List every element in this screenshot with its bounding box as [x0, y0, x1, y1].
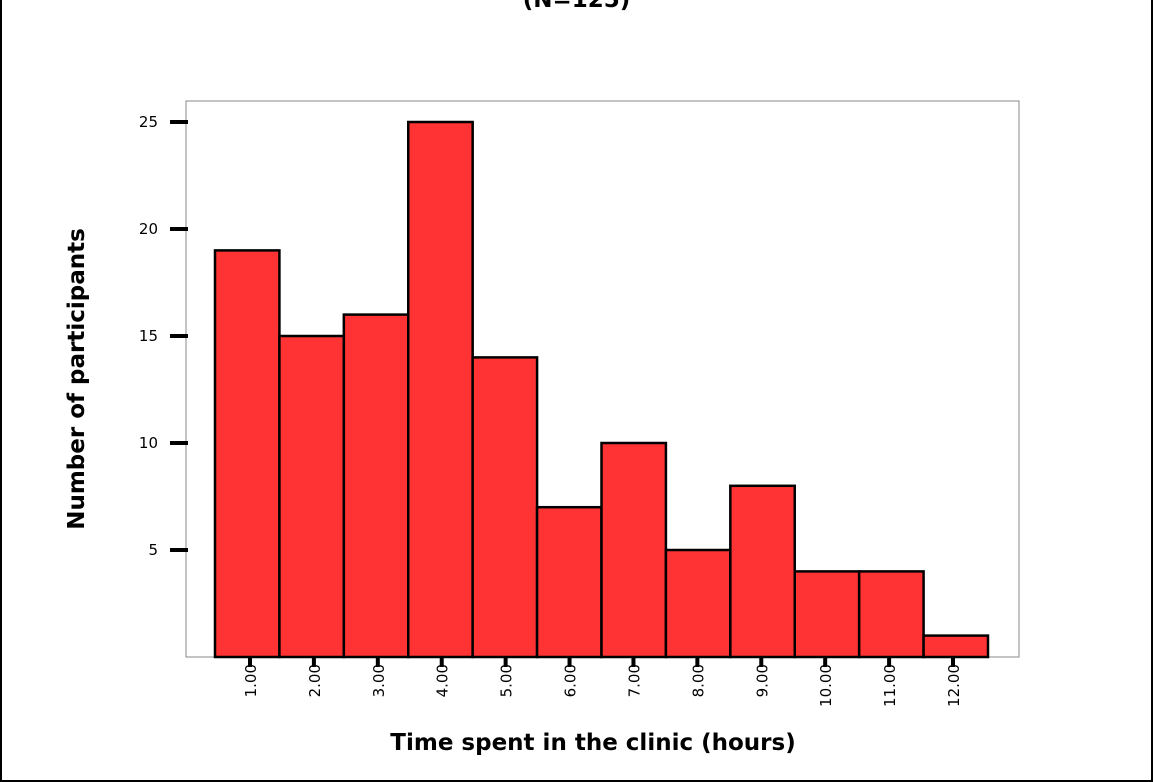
x-tick-label: 12.00	[945, 664, 963, 707]
x-tick-label: 2.00	[306, 664, 324, 697]
y-axis-title: Number of participants	[64, 228, 90, 530]
bar-5.00	[471, 356, 539, 659]
y-tick-label: 25	[139, 113, 158, 131]
chart-title: (N=125)	[522, 0, 631, 13]
bar-1.00	[213, 249, 281, 659]
bar-4.00	[407, 120, 474, 659]
x-tick-label: 11.00	[881, 664, 899, 707]
x-tick-label: 4.00	[434, 664, 452, 697]
bar-3.00	[342, 313, 410, 659]
bar-6.00	[535, 505, 603, 659]
x-tick-label: 1.00	[242, 664, 260, 697]
x-axis-title: Time spent in the clinic (hours)	[390, 730, 795, 756]
x-tick-label: 6.00	[562, 664, 580, 697]
y-tick-label: 5	[148, 541, 158, 559]
bar-9.00	[729, 484, 796, 659]
bar-11.00	[857, 570, 925, 659]
y-tick-label: 20	[139, 220, 158, 238]
y-axis: 5 10 15 20 25	[139, 113, 188, 559]
bar-12.00	[922, 634, 990, 659]
x-tick-label: 9.00	[753, 664, 771, 697]
x-tick-label: 10.00	[817, 664, 835, 707]
x-tick-label: 5.00	[498, 664, 516, 697]
bar-8.00	[664, 548, 732, 659]
bar-10.00	[793, 570, 861, 659]
x-tick-label: 7.00	[625, 664, 643, 697]
bar-7.00	[600, 441, 668, 659]
x-tick-label: 8.00	[689, 664, 707, 697]
bars-group	[213, 120, 990, 659]
x-axis: 1.00 2.00 3.00 4.00 5.00 6.00 7.00 8.00 9.00 10.0…	[242, 657, 963, 707]
x-tick-label: 3.00	[370, 664, 388, 697]
y-tick-label: 15	[139, 327, 158, 345]
y-tick-label: 10	[139, 434, 158, 452]
bar-2.00	[278, 334, 346, 659]
